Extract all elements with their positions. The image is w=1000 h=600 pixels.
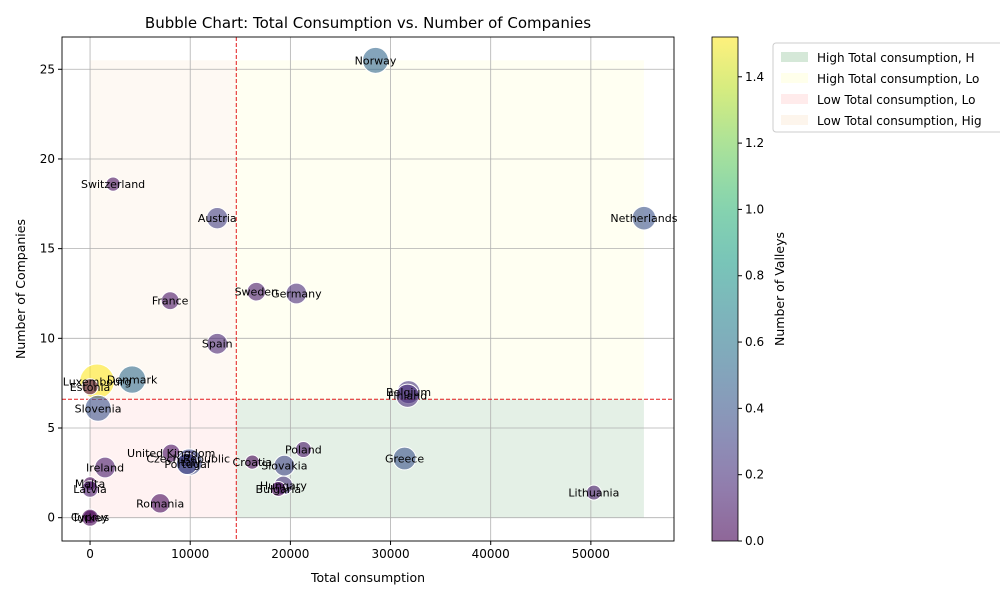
point-label: Turkey	[71, 512, 108, 525]
colorbar: 0.0 0.2 0.4 0.6 0.8 1.0 1.2 1.4	[711, 36, 764, 548]
point-label: Norway	[355, 54, 397, 67]
point-label: Sweden	[235, 286, 278, 299]
y-tick-label: 25	[40, 62, 55, 76]
point-label: Estonia	[70, 381, 111, 394]
point-label: Malta	[75, 478, 105, 491]
bubble-greece	[392, 446, 417, 471]
point-label: Slovakia	[261, 460, 307, 473]
legend-entry: High Total consumption, H	[817, 51, 975, 65]
colorbar-tick-label: 0.8	[745, 269, 764, 283]
chart-title: Bubble Chart: Total Consumption vs. Numb…	[145, 14, 591, 32]
point-label: Croatia	[233, 456, 273, 469]
colorbar-gradient	[711, 36, 739, 542]
y-tick-label: 15	[40, 242, 55, 256]
bubble-romania	[149, 493, 171, 514]
colorbar-tick-label: 0.0	[745, 534, 764, 548]
region-0	[236, 399, 644, 518]
bubble-bulgaria	[270, 481, 287, 497]
point-label: Czech Republic	[146, 452, 230, 465]
region-1	[236, 60, 644, 400]
x-tick-label: 20000	[271, 547, 309, 561]
point-label: Italy	[177, 456, 201, 469]
bubble-turkey	[81, 508, 100, 527]
point-label: Finland	[388, 390, 427, 403]
point-label: Austria	[198, 212, 237, 225]
bubble-ireland	[94, 456, 116, 479]
colorbar-tick-label: 1.4	[745, 70, 764, 84]
bubble-lithuania	[585, 484, 602, 501]
legend-entry: Low Total consumption, Hig	[817, 114, 982, 128]
colorbar-tick-label: 1.0	[745, 202, 764, 216]
x-axis-label: Total consumption	[310, 570, 425, 585]
bubble-germany	[285, 282, 308, 305]
point-label: Germany	[271, 287, 322, 300]
legend-swatch	[781, 94, 808, 104]
point-label: France	[152, 295, 189, 308]
plot-area: Norway Switzerland Netherlands Austria Swede…	[40, 36, 678, 561]
colorbar-tick-label: 1.2	[745, 136, 764, 150]
bubble-spain	[206, 332, 229, 355]
point-label: Latvia	[73, 483, 107, 496]
colorbar-tick-label: 0.4	[745, 401, 764, 415]
point-label: Ireland	[86, 461, 124, 474]
x-tick-label: 40000	[472, 547, 510, 561]
point-label: Spain	[202, 338, 233, 351]
bubble-denmark	[117, 365, 147, 394]
colorbar-tick-label: 0.2	[745, 468, 764, 482]
point-label: Romania	[136, 497, 184, 510]
point-label: Cyprus	[71, 511, 110, 524]
bubble-sweden	[246, 281, 267, 302]
y-tick-label: 10	[40, 331, 55, 345]
point-label: Belgium	[386, 386, 431, 399]
colorbar-label: Number of Valleys	[772, 232, 787, 346]
bubble-estonia	[81, 378, 99, 396]
bubble-slovenia	[84, 394, 112, 422]
point-label: Bulgaria	[256, 483, 302, 496]
point-label: United Kingdom	[127, 447, 215, 460]
colorbar-tick-label: 0.6	[745, 335, 764, 349]
x-tick-label: 50000	[572, 547, 610, 561]
x-tick-label: 30000	[371, 547, 409, 561]
point-label: Netherlands	[610, 212, 677, 225]
point-label: Lithuania	[568, 487, 619, 500]
legend: High Total consumption, H High Total cons…	[772, 42, 1000, 133]
legend-swatch	[781, 115, 808, 125]
point-label: Switzerland	[81, 178, 145, 191]
y-tick-label: 20	[40, 152, 55, 166]
point-label: Luxembourg	[63, 375, 132, 388]
legend-swatch	[781, 73, 808, 83]
legend-box	[772, 42, 1000, 133]
x-tick-label: 10000	[171, 547, 209, 561]
point-label: Poland	[285, 444, 322, 457]
bubble-france	[160, 291, 180, 311]
bubble-netherlands	[631, 205, 657, 231]
x-tick-label: 0	[86, 547, 94, 561]
point-label: Slovenia	[75, 402, 122, 415]
point-label: Denmark	[107, 374, 158, 387]
bubble-finland	[395, 383, 420, 408]
point-label: Portugal	[164, 458, 210, 471]
bubble-poland	[294, 441, 312, 459]
legend-entry: Low Total consumption, Lo	[817, 93, 975, 107]
bubble-austria	[206, 206, 229, 230]
legend-swatch	[781, 52, 808, 62]
legend-entry: High Total consumption, Lo	[817, 72, 979, 86]
point-label: Greece	[385, 452, 424, 465]
y-axis-label: Number of Companies	[13, 219, 28, 359]
y-tick-label: 0	[47, 511, 55, 525]
y-tick-label: 5	[47, 421, 55, 435]
bubble-croatia	[244, 454, 260, 470]
bubble-norway	[362, 46, 390, 74]
bubble-portugal	[176, 452, 199, 476]
plot-frame	[61, 36, 675, 542]
point-label: Hungary	[260, 479, 307, 492]
bubble-switzerland	[105, 176, 121, 192]
bubble-latvia	[81, 480, 99, 498]
